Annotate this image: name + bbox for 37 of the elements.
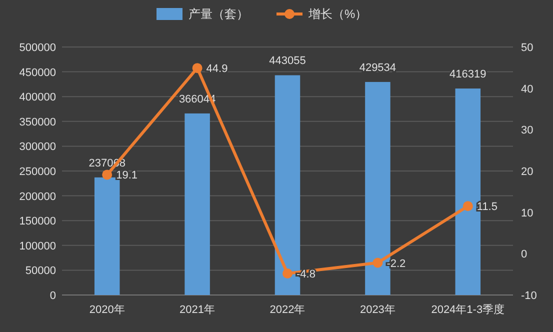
bar — [94, 177, 120, 295]
point — [282, 268, 292, 279]
y-tick-label: 50000 — [25, 265, 56, 278]
x-tick-label: 2024年1-3季度 — [431, 303, 505, 316]
bar — [184, 113, 210, 295]
data-label: 44.9 — [206, 63, 228, 76]
x-tick-label: 2020年 — [89, 304, 125, 316]
point — [372, 258, 383, 268]
y-tick-label: 0 — [50, 290, 56, 302]
y2-tick-label: -10 — [521, 290, 537, 302]
legend-label: 增长（%） — [308, 7, 368, 21]
y-tick-label: 300000 — [19, 141, 56, 154]
y-tick-label: 400000 — [19, 92, 56, 104]
y-tick-label: 350000 — [19, 116, 56, 128]
y-tick-label: 150000 — [19, 216, 56, 228]
point — [102, 170, 112, 180]
y-tick-label: 100000 — [19, 240, 56, 252]
y-tick-label: 200000 — [19, 190, 56, 203]
x-tick-label: 2021年 — [180, 304, 216, 316]
data-label: 416319 — [450, 68, 486, 81]
x-tick-label: 2022年 — [270, 304, 306, 316]
y2-tick-label: 30 — [521, 124, 534, 137]
y2-tick-label: 10 — [521, 207, 534, 220]
y2-tick-label: 20 — [521, 166, 534, 178]
data-label: 19.1 — [116, 170, 138, 182]
legend-label: 产量（套） — [188, 7, 248, 21]
point — [192, 63, 202, 74]
y-tick-label: 250000 — [19, 166, 56, 178]
y-tick-label: 450000 — [19, 66, 56, 79]
y-tick-label: 500000 — [19, 42, 56, 54]
point — [462, 201, 473, 212]
data-label: 443055 — [269, 55, 306, 68]
y2-tick-label: 40 — [521, 83, 534, 96]
y2-tick-label: 0 — [521, 248, 528, 261]
x-tick-label: 2023年 — [360, 304, 396, 316]
data-label: 429534 — [359, 62, 396, 74]
y2-tick-label: 50 — [521, 42, 534, 54]
